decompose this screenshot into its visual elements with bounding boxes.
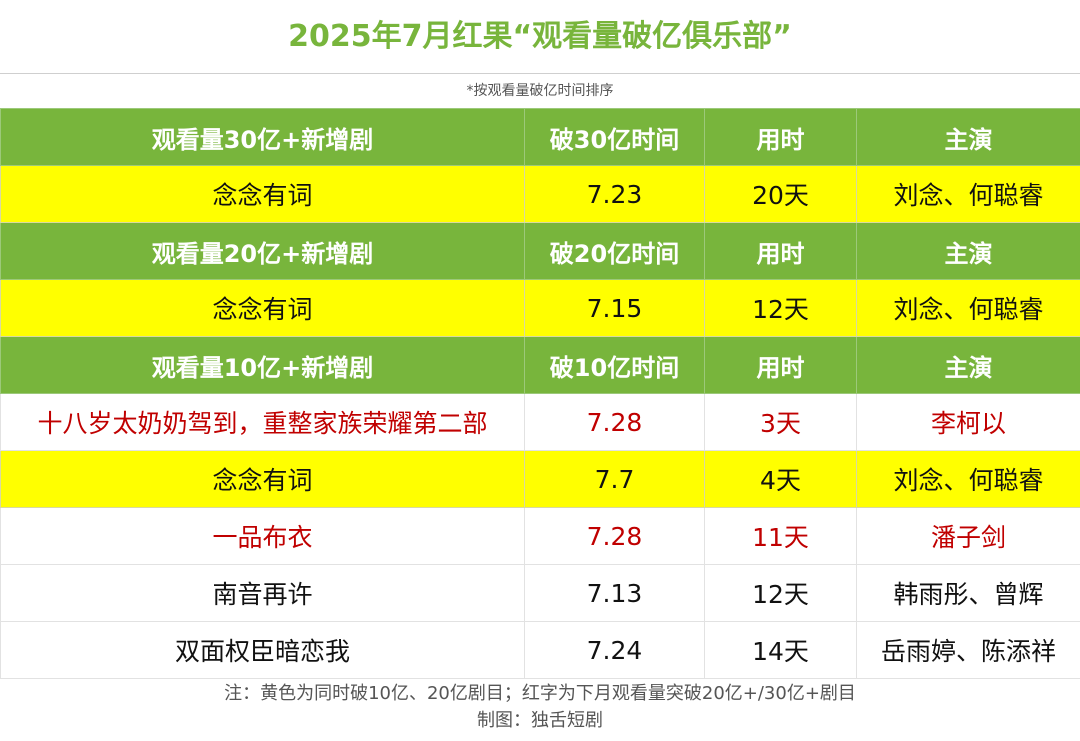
header-milestone-date: 破30亿时间 <box>524 108 705 166</box>
table-row: 念念有词 7.23 20天 刘念、何聪睿 <box>0 165 1080 223</box>
header-milestone-date: 破20亿时间 <box>524 222 705 280</box>
ranking-table: 观看量30亿+新增剧 破30亿时间 用时 主演 念念有词 7.23 20天 刘念、何聪睿 观看量… <box>0 108 1080 679</box>
drama-title: 念念有词 <box>0 450 525 508</box>
days-taken: 4天 <box>704 450 857 508</box>
credit-line: 制图：独舌短剧 <box>477 710 603 731</box>
days-taken: 3天 <box>704 393 857 451</box>
table-row: 十八岁太奶奶驾到，重整家族荣耀第二部 7.28 3天 李柯以 <box>0 393 1080 451</box>
table-row: 双面权臣暗恋我 7.24 14天 岳雨婷、陈添祥 <box>0 621 1080 679</box>
page-title: 2025年7月红果“观看量破亿俱乐部” <box>0 0 1080 74</box>
days-taken: 12天 <box>704 564 857 622</box>
cast: 刘念、何聪睿 <box>856 165 1080 223</box>
cast: 刘念、何聪睿 <box>856 450 1080 508</box>
header-days: 用时 <box>704 222 857 280</box>
drama-title: 一品布衣 <box>0 507 525 565</box>
cast: 岳雨婷、陈添祥 <box>856 621 1080 679</box>
footnote: 注：黄色为同时破10亿、20亿剧目；红字为下月观看量突破20亿+/30亿+剧目 <box>224 683 856 704</box>
cast: 潘子剑 <box>856 507 1080 565</box>
header-category: 观看量30亿+新增剧 <box>0 108 525 166</box>
section-header-row: 观看量10亿+新增剧 破10亿时间 用时 主演 <box>0 336 1080 394</box>
milestone-date: 7.24 <box>524 621 705 679</box>
header-cast: 主演 <box>856 336 1080 394</box>
section-header-row: 观看量30亿+新增剧 破30亿时间 用时 主演 <box>0 108 1080 166</box>
drama-title: 念念有词 <box>0 165 525 223</box>
cast: 刘念、何聪睿 <box>856 279 1080 337</box>
days-taken: 11天 <box>704 507 857 565</box>
header-days: 用时 <box>704 336 857 394</box>
header-category: 观看量20亿+新增剧 <box>0 222 525 280</box>
sort-note: *按观看量破亿时间排序 <box>466 83 614 99</box>
milestone-date: 7.28 <box>524 393 705 451</box>
table-row: 念念有词 7.7 4天 刘念、何聪睿 <box>0 450 1080 508</box>
drama-title: 念念有词 <box>0 279 525 337</box>
days-taken: 14天 <box>704 621 857 679</box>
milestone-date: 7.13 <box>524 564 705 622</box>
table-row: 南音再许 7.13 12天 韩雨彤、曾辉 <box>0 564 1080 622</box>
drama-title: 南音再许 <box>0 564 525 622</box>
header-category: 观看量10亿+新增剧 <box>0 336 525 394</box>
days-taken: 20天 <box>704 165 857 223</box>
milestone-date: 7.28 <box>524 507 705 565</box>
drama-title: 十八岁太奶奶驾到，重整家族荣耀第二部 <box>0 393 525 451</box>
footer: 注：黄色为同时破10亿、20亿剧目；红字为下月观看量突破20亿+/30亿+剧目 … <box>0 679 1080 734</box>
cast: 韩雨彤、曾辉 <box>856 564 1080 622</box>
milestone-date: 7.7 <box>524 450 705 508</box>
table-row: 念念有词 7.15 12天 刘念、何聪睿 <box>0 279 1080 337</box>
drama-title: 双面权臣暗恋我 <box>0 621 525 679</box>
milestone-date: 7.23 <box>524 165 705 223</box>
header-cast: 主演 <box>856 222 1080 280</box>
table-row: 一品布衣 7.28 11天 潘子剑 <box>0 507 1080 565</box>
days-taken: 12天 <box>704 279 857 337</box>
header-days: 用时 <box>704 108 857 166</box>
cast: 李柯以 <box>856 393 1080 451</box>
header-cast: 主演 <box>856 108 1080 166</box>
section-header-row: 观看量20亿+新增剧 破20亿时间 用时 主演 <box>0 222 1080 280</box>
milestone-date: 7.15 <box>524 279 705 337</box>
header-milestone-date: 破10亿时间 <box>524 336 705 394</box>
